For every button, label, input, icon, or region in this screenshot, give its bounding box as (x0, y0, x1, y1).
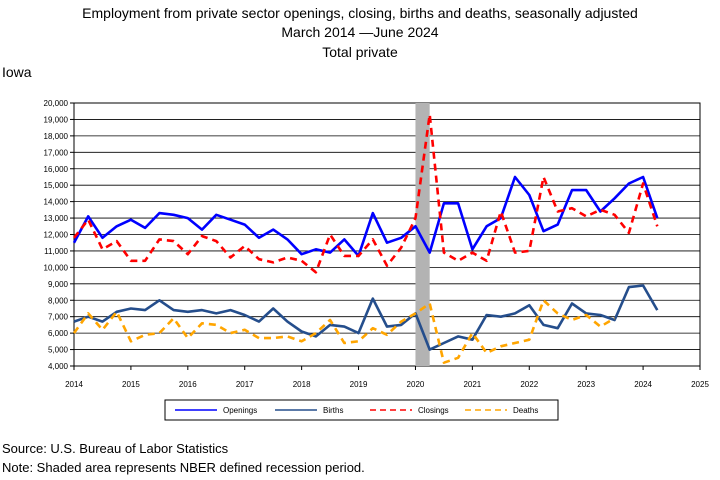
date-end: June 2024 (373, 24, 439, 40)
x-tick-label: 2023 (577, 380, 595, 389)
y-tick-label: 19,000 (44, 115, 69, 124)
x-tick-label: 2014 (65, 380, 83, 389)
y-tick-label: 14,000 (44, 198, 69, 207)
chart-subtitle-series: Total private (322, 44, 398, 60)
chart-title: Employment from private sector openings,… (82, 5, 638, 21)
dash-glyph: — (359, 24, 374, 40)
recession-band (415, 103, 430, 366)
series-line-deaths (72, 298, 616, 365)
series-line-openings (72, 175, 659, 258)
series-line-closings (72, 113, 659, 274)
y-tick-label: 18,000 (44, 132, 69, 141)
y-tick-label: 4,000 (48, 362, 69, 371)
x-tick-label: 2024 (634, 380, 652, 389)
legend (164, 399, 559, 421)
x-tick-label: 2021 (463, 380, 481, 389)
y-tick-label: 13,000 (44, 214, 69, 223)
x-tick-label: 2025 (691, 380, 709, 389)
recession-note: Note: Shaded area represents NBER define… (2, 460, 365, 475)
y-tick-label: 15,000 (44, 181, 69, 190)
state-label: Iowa (2, 64, 32, 80)
y-tick-label: 17,000 (44, 148, 69, 157)
x-tick-label: 2022 (520, 380, 538, 389)
y-tick-label: 5,000 (48, 346, 69, 355)
x-tick-label: 2018 (293, 380, 311, 389)
series-line-births (73, 284, 659, 351)
legend-label-births: Births (323, 406, 343, 415)
y-tick-label: 7,000 (48, 313, 69, 322)
y-tick-label: 16,000 (44, 165, 69, 174)
y-tick-label: 12,000 (44, 231, 69, 240)
y-tick-label: 10,000 (44, 263, 69, 272)
x-tick-label: 2015 (122, 380, 140, 389)
chart-subtitle-dates: March 2014 —June 2024 (0, 23, 720, 42)
y-tick-label: 6,000 (48, 329, 69, 338)
x-tick-label: 2016 (179, 380, 197, 389)
legend-label-deaths: Deaths (513, 406, 538, 415)
y-tick-label: 8,000 (48, 296, 69, 305)
date-start: March 2014 (281, 24, 356, 40)
legend-label-openings: Openings (223, 406, 257, 415)
source-note: Source: U.S. Bureau of Labor Statistics (2, 441, 229, 456)
x-tick-label: 2017 (236, 380, 254, 389)
y-tick-label: 11,000 (44, 247, 68, 256)
x-tick-label: 2019 (350, 380, 368, 389)
legend-label-closings: Closings (418, 406, 449, 415)
y-tick-label: 9,000 (48, 280, 69, 289)
x-tick-label: 2020 (407, 380, 425, 389)
y-tick-label: 20,000 (44, 99, 69, 108)
